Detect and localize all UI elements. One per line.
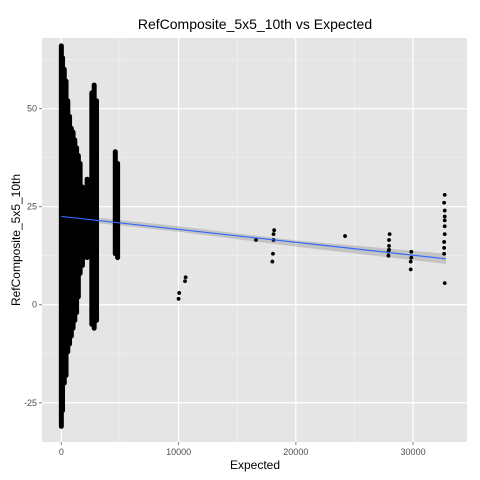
data-point (442, 192, 447, 197)
data-point (176, 296, 181, 301)
data-point (387, 238, 391, 242)
data-point (442, 232, 447, 237)
data-point (408, 259, 413, 264)
data-points (176, 192, 447, 301)
minor-gridlines (42, 38, 467, 442)
data-point (271, 232, 276, 237)
data-point (442, 281, 447, 286)
confidence-band (61, 213, 446, 264)
data-point (183, 275, 188, 280)
x-tick-label: 20000 (283, 447, 308, 457)
data-point (442, 208, 447, 213)
data-point (442, 214, 447, 219)
data-point (409, 255, 414, 260)
data-point (387, 243, 391, 248)
data-point (271, 251, 275, 256)
x-tick-label: 30000 (401, 447, 426, 457)
data-point (387, 247, 391, 252)
data-point (442, 200, 447, 205)
x-axis-label: Expected (230, 458, 280, 472)
data-point (177, 291, 182, 295)
fit-line (61, 215, 446, 260)
data-point (254, 238, 258, 242)
data-point (343, 234, 347, 238)
fit-line-group (61, 215, 446, 260)
y-tick-label: 25 (27, 202, 37, 212)
data-point (183, 279, 187, 284)
data-point (272, 228, 277, 233)
data-point (386, 253, 391, 258)
x-axis-ticks: 0 10000 20000 30000 (59, 442, 426, 457)
y-axis-label: RefComposite_5x5_10th (9, 174, 23, 306)
data-point (387, 232, 392, 237)
x-tick-label: 0 (59, 447, 64, 457)
data-point (442, 240, 447, 244)
data-point (408, 267, 413, 272)
data-point (442, 245, 447, 250)
x-tick-label: 10000 (166, 447, 191, 457)
confidence-band-area (61, 213, 446, 264)
data-point (409, 249, 414, 254)
y-tick-label: 0 (32, 300, 37, 310)
y-axis-ticks: -25 0 25 50 (24, 104, 42, 408)
y-tick-label: 50 (27, 104, 37, 114)
data-point (442, 218, 447, 223)
data-point (442, 224, 447, 229)
data-point (270, 259, 275, 264)
chart-title: RefComposite_5x5_10th vs Expected (138, 16, 372, 32)
data-point (442, 251, 447, 256)
y-tick-label: -25 (24, 398, 37, 408)
